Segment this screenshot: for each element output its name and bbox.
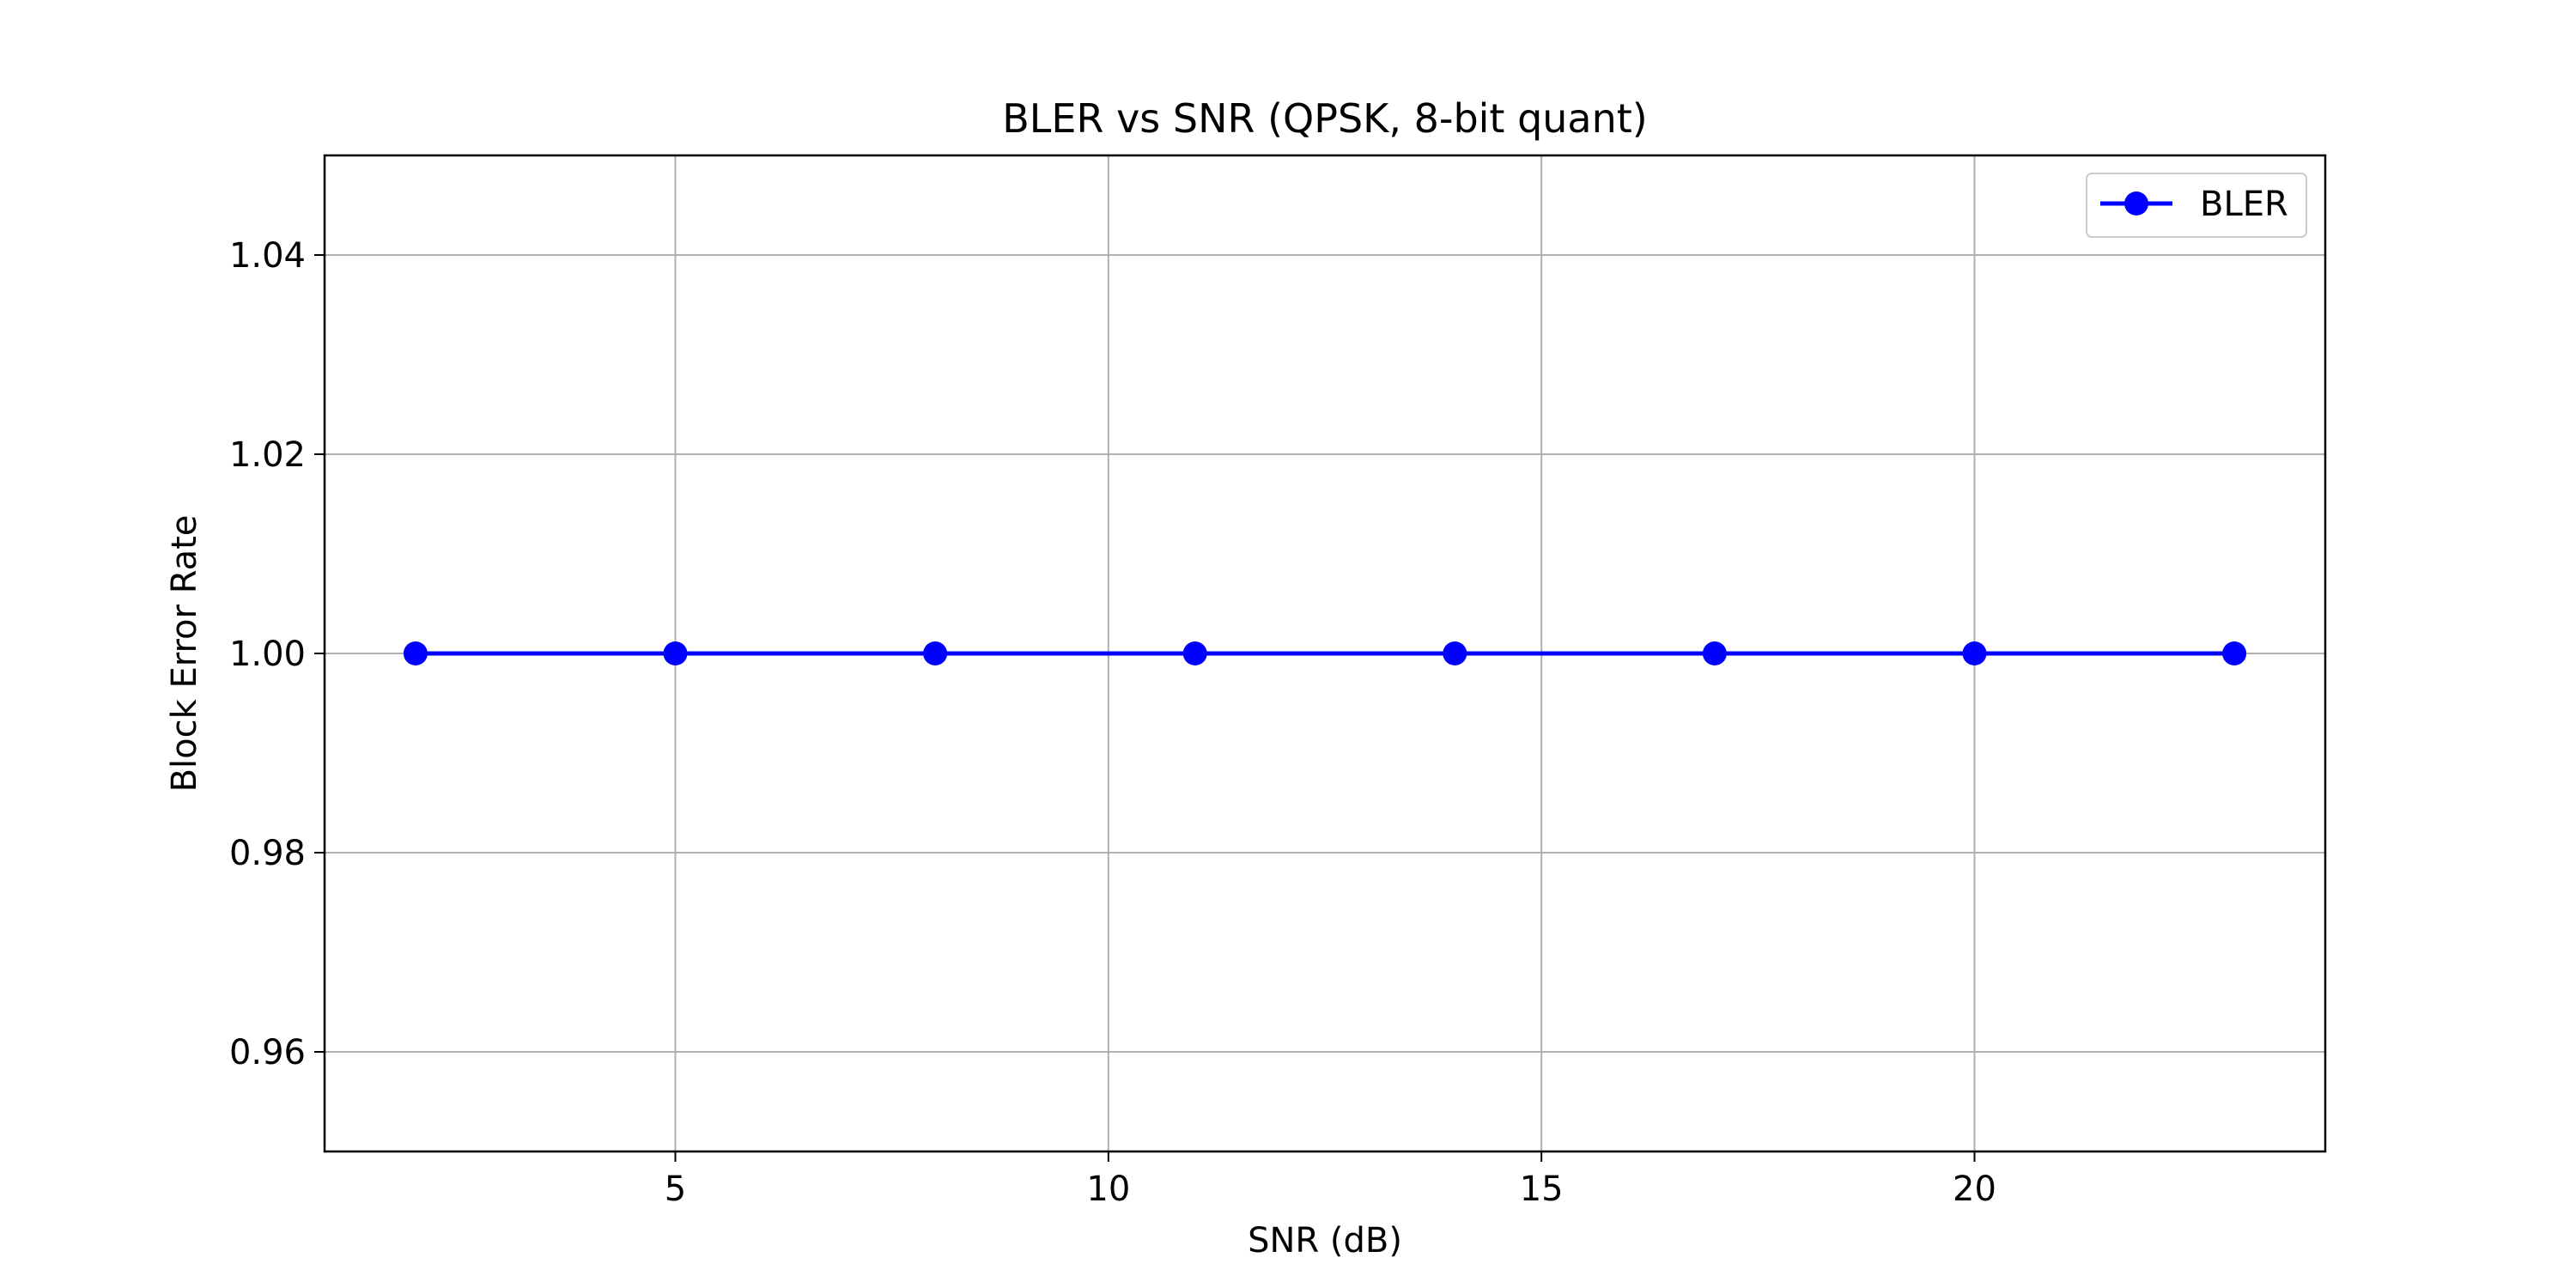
legend-marker-swatch — [2124, 191, 2148, 216]
legend-label: BLER — [2200, 185, 2288, 224]
x-axis-ticks: 5 10 15 20 — [665, 1151, 1996, 1209]
data-point — [663, 641, 688, 665]
y-tick-label: 1.02 — [229, 435, 306, 475]
x-tick-label: 5 — [665, 1170, 686, 1209]
data-point — [1962, 641, 1987, 665]
y-tick-label: 0.98 — [229, 834, 306, 873]
legend-box — [2086, 173, 2307, 238]
x-axis-label: SNR (dB) — [1248, 1221, 1402, 1261]
data-point — [1443, 641, 1467, 665]
chart-title: BLER vs SNR (QPSK, 8-bit quant) — [1002, 95, 1648, 142]
data-point — [1182, 641, 1207, 665]
data-point — [2222, 641, 2247, 665]
series-layer — [403, 641, 2247, 665]
y-tick-label: 0.96 — [229, 1033, 306, 1072]
y-axis-label: Block Error Rate — [165, 515, 204, 793]
y-axis-ticks: 0.96 0.98 1.00 1.02 1.04 — [229, 236, 325, 1072]
x-tick-label: 15 — [1520, 1170, 1564, 1209]
data-point — [923, 641, 948, 665]
legend: BLER — [2086, 173, 2307, 238]
x-tick-label: 10 — [1086, 1170, 1130, 1209]
data-point — [403, 641, 428, 665]
y-tick-label: 1.00 — [229, 635, 306, 674]
data-point — [1702, 641, 1727, 665]
x-tick-label: 20 — [1953, 1170, 1996, 1209]
plot-frame — [323, 154, 2327, 1153]
y-tick-label: 1.04 — [229, 236, 306, 276]
